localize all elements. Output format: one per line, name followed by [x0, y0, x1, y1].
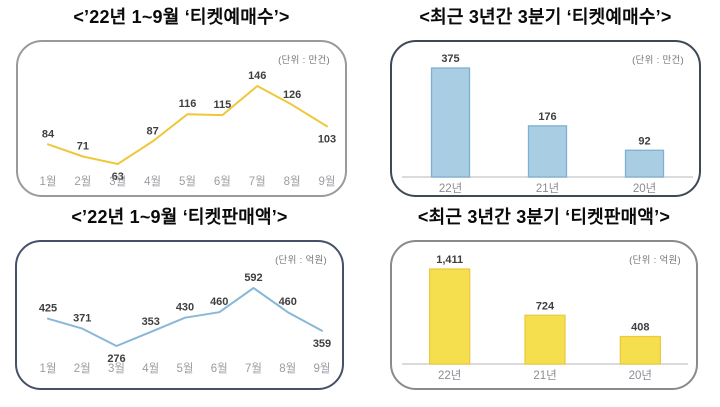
- svg-text:460: 460: [279, 296, 297, 308]
- svg-text:84: 84: [42, 128, 55, 140]
- svg-text:408: 408: [631, 322, 649, 334]
- chart-section-ticket-sales-monthly: <’22년 1~9월 ‘티켓판매액’> (단위 : 억원) 425 1월 371 2월…: [15, 203, 344, 390]
- svg-text:371: 371: [73, 313, 91, 325]
- svg-text:2월: 2월: [74, 362, 91, 375]
- svg-text:22년: 22년: [438, 369, 461, 382]
- svg-text:7월: 7월: [249, 175, 266, 188]
- svg-text:359: 359: [313, 338, 331, 350]
- chart-section-ticket-reservations-monthly: <’22년 1~9월 ‘티켓예매수’> (단위 : 만건) 84 1월 71 2월 63…: [16, 3, 347, 197]
- svg-text:8월: 8월: [279, 362, 296, 375]
- svg-text:115: 115: [214, 99, 232, 111]
- svg-text:146: 146: [248, 70, 266, 82]
- svg-text:3월: 3월: [108, 362, 125, 375]
- svg-text:5월: 5월: [179, 175, 196, 188]
- chart-panel-reservations-monthly: (단위 : 만건) 84 1월 71 2월 63 3월 87 4월 116 5월 115 6월 146 7…: [16, 40, 347, 197]
- chart-title-sales-monthly: <’22년 1~9월 ‘티켓판매액’>: [71, 207, 288, 227]
- svg-text:353: 353: [142, 316, 160, 328]
- svg-text:430: 430: [176, 302, 194, 314]
- svg-text:63: 63: [112, 171, 124, 183]
- chart-section-ticket-sales-yearly: <최근 3년간 3분기 ‘티켓판매액’> (단위 : 억원) 1,411 22년 7…: [390, 203, 698, 390]
- svg-text:116: 116: [179, 98, 197, 110]
- svg-text:6월: 6월: [211, 362, 228, 375]
- svg-text:21년: 21년: [533, 369, 556, 382]
- svg-text:103: 103: [318, 133, 336, 145]
- svg-text:724: 724: [536, 300, 555, 312]
- svg-text:7월: 7월: [245, 362, 262, 375]
- chart-panel-sales-yearly: (단위 : 억원) 1,411 22년 724 21년 408 20년: [390, 240, 698, 390]
- svg-text:21년: 21년: [536, 182, 559, 195]
- svg-text:4월: 4월: [142, 362, 159, 375]
- svg-text:20년: 20년: [633, 182, 656, 195]
- svg-text:460: 460: [210, 296, 228, 308]
- svg-text:276: 276: [107, 353, 125, 365]
- svg-text:176: 176: [538, 111, 556, 123]
- svg-text:87: 87: [147, 125, 159, 137]
- svg-text:9월: 9월: [314, 362, 331, 375]
- svg-text:425: 425: [39, 303, 57, 315]
- svg-text:2월: 2월: [74, 175, 91, 188]
- chart-title-reservations-yearly: <최근 3년간 3분기 ‘티켓예매수’>: [419, 7, 672, 27]
- svg-text:8월: 8월: [284, 175, 301, 188]
- svg-text:1월: 1월: [40, 362, 57, 375]
- svg-text:3월: 3월: [109, 175, 126, 188]
- svg-text:1,411: 1,411: [436, 254, 463, 266]
- chart-title-reservations-monthly: <’22년 1~9월 ‘티켓예매수’>: [73, 7, 290, 27]
- unit-label: (단위 : 억원): [629, 255, 681, 266]
- svg-text:592: 592: [244, 272, 262, 284]
- unit-label: (단위 : 만건): [278, 55, 330, 66]
- svg-text:9월: 9월: [319, 175, 336, 188]
- chart-panel-sales-monthly: (단위 : 억원) 425 1월 371 2월 276 3월 353 4월 430 5월 460 6월…: [15, 240, 344, 390]
- chart-section-ticket-reservations-yearly: <최근 3년간 3분기 ‘티켓예매수’> (단위 : 만건) 375 22년 176…: [390, 3, 701, 197]
- bar-chart-reservations-yearly: 375 22년 176 21년 92 20년: [402, 53, 693, 195]
- bar-chart-sales-yearly: 1,411 22년 724 21년 408 20년: [402, 254, 688, 382]
- chart-panel-reservations-yearly: (단위 : 만건) 375 22년 176 21년 92 20년: [390, 40, 701, 197]
- svg-text:4월: 4월: [144, 175, 161, 188]
- svg-text:126: 126: [283, 89, 301, 101]
- unit-label: (단위 : 만건): [632, 55, 684, 66]
- svg-text:22년: 22년: [439, 182, 462, 195]
- svg-text:375: 375: [441, 53, 459, 65]
- svg-text:71: 71: [77, 140, 89, 152]
- unit-label: (단위 : 억원): [275, 255, 327, 266]
- chart-title-sales-yearly: <최근 3년간 3분기 ‘티켓판매액’>: [417, 207, 671, 227]
- svg-text:92: 92: [638, 135, 650, 147]
- svg-text:5월: 5월: [177, 362, 194, 375]
- svg-text:6월: 6월: [214, 175, 231, 188]
- svg-text:1월: 1월: [40, 175, 57, 188]
- svg-text:20년: 20년: [629, 369, 652, 382]
